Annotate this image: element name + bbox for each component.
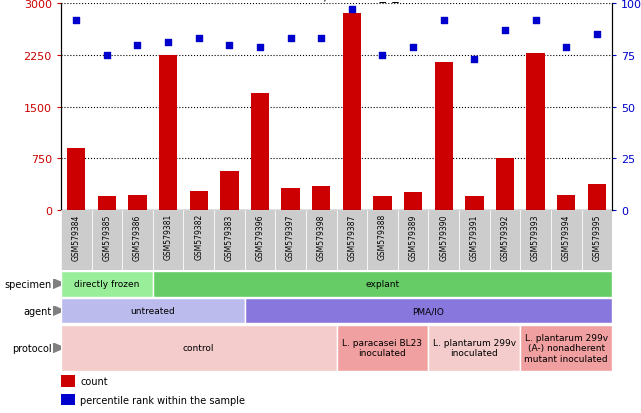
- Text: GSM579383: GSM579383: [225, 214, 234, 260]
- FancyBboxPatch shape: [183, 211, 214, 271]
- Bar: [343, 14, 361, 211]
- Point: [255, 44, 265, 51]
- Bar: [190, 191, 208, 211]
- Bar: [281, 189, 300, 211]
- FancyBboxPatch shape: [245, 298, 612, 324]
- Text: percentile rank within the sample: percentile rank within the sample: [80, 394, 246, 405]
- Point: [378, 52, 388, 59]
- Polygon shape: [53, 306, 64, 316]
- FancyBboxPatch shape: [337, 211, 367, 271]
- FancyBboxPatch shape: [122, 211, 153, 271]
- FancyBboxPatch shape: [245, 211, 275, 271]
- FancyBboxPatch shape: [61, 325, 337, 371]
- Title: GDS4548 / 222991_s_at: GDS4548 / 222991_s_at: [262, 0, 412, 2]
- Text: L. paracasei BL23
inoculated: L. paracasei BL23 inoculated: [342, 338, 422, 358]
- Text: L. plantarum 299v
(A-) nonadherent
mutant inoculated: L. plantarum 299v (A-) nonadherent mutan…: [524, 333, 608, 363]
- Point: [285, 36, 296, 43]
- Bar: [404, 192, 422, 211]
- FancyBboxPatch shape: [520, 325, 612, 371]
- Point: [316, 36, 326, 43]
- Bar: [67, 149, 85, 211]
- Bar: [61, 375, 74, 387]
- Text: control: control: [183, 344, 215, 352]
- FancyBboxPatch shape: [428, 325, 520, 371]
- Text: GSM579387: GSM579387: [347, 214, 356, 260]
- FancyBboxPatch shape: [275, 211, 306, 271]
- FancyBboxPatch shape: [428, 211, 459, 271]
- Text: GSM579384: GSM579384: [72, 214, 81, 260]
- Bar: [97, 197, 116, 211]
- Text: GSM579390: GSM579390: [439, 214, 448, 260]
- Text: protocol: protocol: [12, 343, 51, 353]
- Text: GSM579393: GSM579393: [531, 214, 540, 260]
- Point: [132, 42, 142, 49]
- Point: [408, 44, 418, 51]
- Text: GSM579391: GSM579391: [470, 214, 479, 260]
- Point: [531, 17, 541, 24]
- FancyBboxPatch shape: [337, 325, 428, 371]
- FancyBboxPatch shape: [61, 211, 92, 271]
- Bar: [495, 159, 514, 211]
- Text: GSM579392: GSM579392: [501, 214, 510, 260]
- Text: PMA/IO: PMA/IO: [412, 306, 444, 315]
- Text: GSM579381: GSM579381: [163, 214, 172, 260]
- Point: [469, 57, 479, 63]
- FancyBboxPatch shape: [551, 211, 581, 271]
- FancyBboxPatch shape: [398, 211, 428, 271]
- FancyBboxPatch shape: [459, 211, 490, 271]
- FancyBboxPatch shape: [520, 211, 551, 271]
- Bar: [435, 63, 453, 211]
- Point: [71, 17, 81, 24]
- Text: GSM579395: GSM579395: [592, 214, 601, 260]
- FancyBboxPatch shape: [153, 211, 183, 271]
- Text: L. plantarum 299v
inoculated: L. plantarum 299v inoculated: [433, 338, 516, 358]
- FancyBboxPatch shape: [61, 271, 153, 297]
- FancyBboxPatch shape: [214, 211, 245, 271]
- Bar: [557, 195, 576, 211]
- FancyBboxPatch shape: [581, 211, 612, 271]
- Point: [224, 42, 235, 49]
- Point: [500, 28, 510, 34]
- Point: [438, 17, 449, 24]
- Text: explant: explant: [365, 280, 399, 288]
- Point: [561, 44, 571, 51]
- FancyBboxPatch shape: [306, 211, 337, 271]
- Polygon shape: [53, 279, 64, 289]
- Bar: [251, 94, 269, 211]
- Text: GSM579389: GSM579389: [408, 214, 417, 260]
- FancyBboxPatch shape: [490, 211, 520, 271]
- Bar: [312, 187, 330, 211]
- Point: [592, 32, 602, 38]
- Point: [102, 52, 112, 59]
- FancyBboxPatch shape: [153, 271, 612, 297]
- Bar: [220, 171, 238, 211]
- Text: directly frozen: directly frozen: [74, 280, 140, 288]
- Bar: [465, 197, 483, 211]
- FancyBboxPatch shape: [367, 211, 398, 271]
- Text: specimen: specimen: [4, 279, 51, 289]
- Text: GSM579396: GSM579396: [256, 214, 265, 260]
- Text: GSM579388: GSM579388: [378, 214, 387, 260]
- Bar: [373, 196, 392, 211]
- Text: GSM579398: GSM579398: [317, 214, 326, 260]
- Text: agent: agent: [23, 306, 51, 316]
- FancyBboxPatch shape: [61, 298, 245, 324]
- Text: GSM579394: GSM579394: [562, 214, 570, 260]
- Bar: [588, 185, 606, 211]
- Polygon shape: [53, 343, 64, 353]
- Text: GSM579382: GSM579382: [194, 214, 203, 260]
- Text: count: count: [80, 376, 108, 386]
- Point: [163, 40, 173, 47]
- Bar: [159, 56, 178, 211]
- Text: GSM579397: GSM579397: [286, 214, 295, 260]
- Bar: [526, 54, 545, 211]
- Text: untreated: untreated: [130, 306, 175, 315]
- Text: GSM579385: GSM579385: [103, 214, 112, 260]
- Point: [347, 7, 357, 14]
- Text: GSM579386: GSM579386: [133, 214, 142, 260]
- Point: [194, 36, 204, 43]
- Bar: [128, 195, 147, 211]
- Bar: [61, 394, 74, 405]
- FancyBboxPatch shape: [92, 211, 122, 271]
